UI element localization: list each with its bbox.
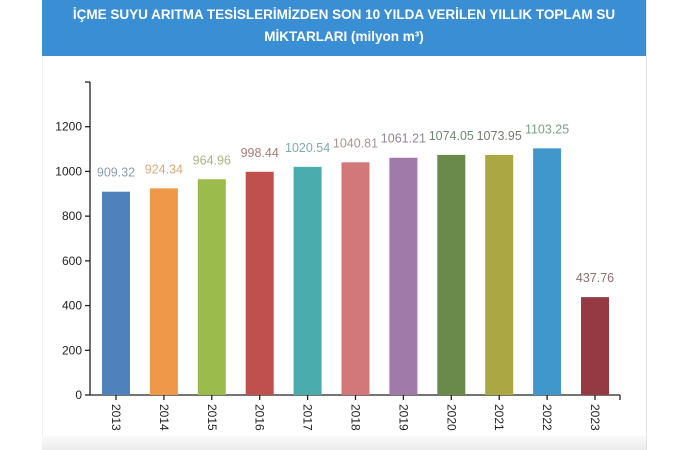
x-tick-label-2022: 2022 — [540, 404, 554, 431]
x-tick-label-2023: 2023 — [588, 404, 602, 431]
bar-2021 — [485, 154, 514, 395]
x-tick-label-2020: 2020 — [444, 404, 458, 431]
value-label-2017: 1020.54 — [285, 141, 330, 155]
bar-2017 — [293, 166, 322, 395]
title-line-2: MİKTARLARI (milyon m³) — [264, 29, 424, 44]
bar-2022 — [533, 148, 562, 395]
y-tick-label: 1000 — [55, 164, 82, 178]
bar-2020 — [437, 154, 466, 395]
title-line-1: İÇME SUYU ARITMA TESİSLERİMİZDEN SON 10 … — [72, 7, 616, 22]
value-label-2023: 437.76 — [576, 271, 614, 285]
bar-2023 — [581, 297, 609, 395]
y-tick-label: 1200 — [55, 120, 82, 134]
y-tick-label: 200 — [62, 343, 82, 357]
value-label-2014: 924.34 — [145, 162, 183, 176]
value-label-2019: 1061.21 — [381, 132, 426, 146]
x-tick-label-2015: 2015 — [205, 404, 219, 431]
y-tick-label: 400 — [62, 299, 82, 313]
x-tick-label-2017: 2017 — [301, 404, 315, 431]
x-tick-label-2021: 2021 — [492, 404, 506, 431]
footer-strip — [42, 436, 646, 450]
x-tick-label-2018: 2018 — [349, 404, 363, 431]
value-label-2015: 964.96 — [193, 153, 231, 167]
value-label-2020: 1074.05 — [429, 129, 474, 143]
value-label-2018: 1040.81 — [333, 136, 378, 150]
value-label-2013: 909.32 — [97, 166, 135, 180]
bar-2019 — [389, 157, 418, 395]
value-label-2022: 1103.25 — [525, 122, 569, 136]
bar-2015 — [197, 179, 226, 395]
x-tick-label-2013: 2013 — [109, 404, 123, 431]
bar-2016 — [245, 171, 274, 395]
bar-2018 — [341, 162, 370, 395]
x-tick-label-2014: 2014 — [157, 404, 171, 431]
y-tick-label: 600 — [62, 254, 82, 268]
value-label-2016: 998.44 — [241, 146, 279, 160]
bar-2014 — [149, 188, 178, 395]
chart-title: İÇME SUYU ARITMA TESİSLERİMİZDEN SON 10 … — [42, 0, 646, 56]
y-tick-label: 0 — [75, 388, 82, 402]
x-tick-label-2016: 2016 — [253, 404, 267, 431]
bar-2013 — [102, 191, 130, 395]
value-label-2021: 1073.95 — [477, 129, 522, 143]
x-tick-label-2019: 2019 — [396, 404, 410, 431]
y-tick-label: 800 — [62, 209, 82, 223]
